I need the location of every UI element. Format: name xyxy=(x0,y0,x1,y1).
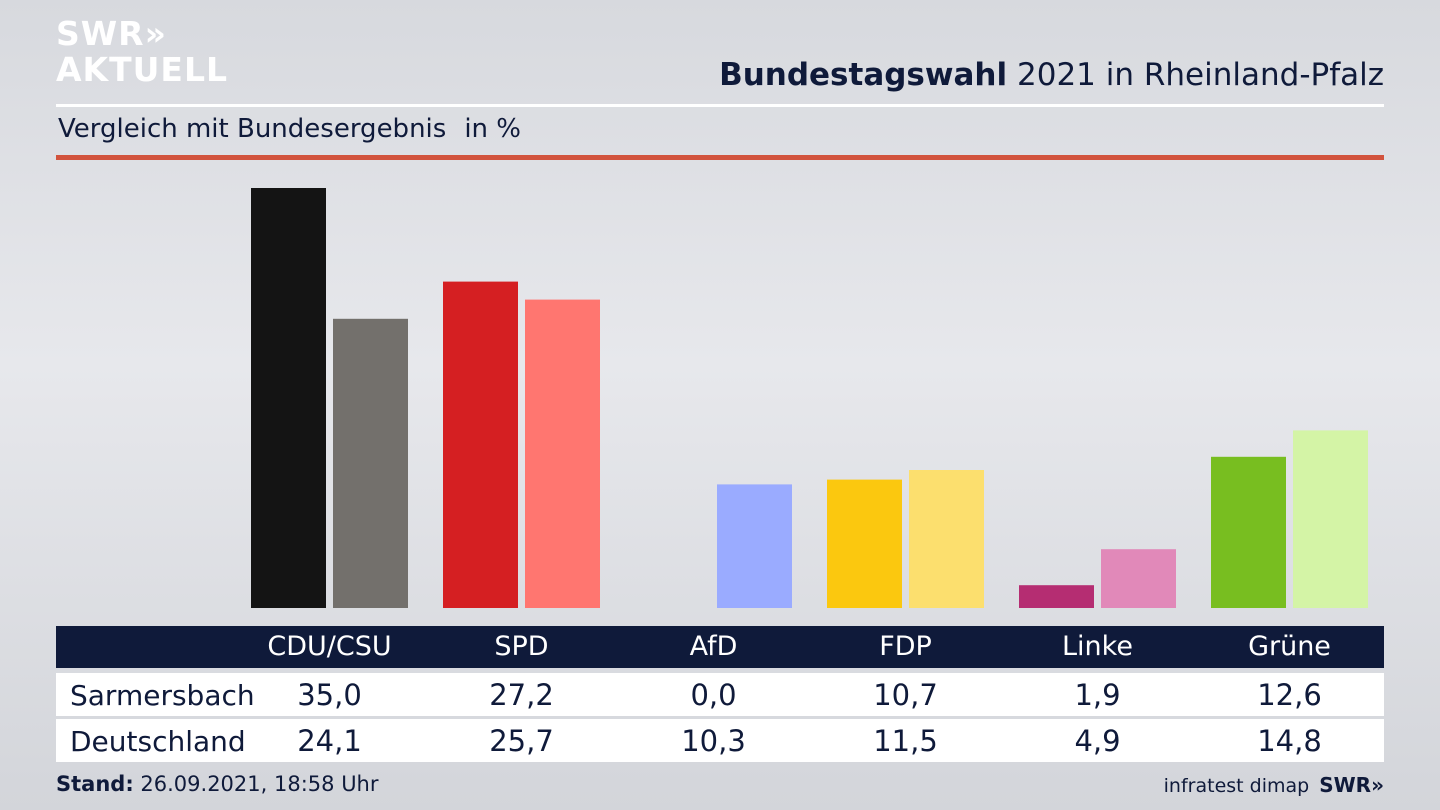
row-label: Deutschland xyxy=(70,725,246,758)
value-afd-sarmersbach: 0,0 xyxy=(690,678,737,712)
bar-gr-ne-deutschland xyxy=(1293,430,1368,608)
value-fdp-sarmersbach: 10,7 xyxy=(873,678,938,712)
value-linke-deutschland: 4,9 xyxy=(1074,724,1121,758)
title-divider xyxy=(56,104,1384,107)
table-row: Sarmersbach 35,0 27,2 0,0 10,7 1,9 12,6 xyxy=(56,673,1384,716)
bar-gr-ne-sarmersbach xyxy=(1211,456,1286,608)
subtitle-text: Vergleich mit Bundesergebnis xyxy=(58,114,447,144)
column-header-cdu-csu: CDU/CSU xyxy=(267,631,392,662)
bar-fdp-sarmersbach xyxy=(827,479,902,608)
results-table: CDU/CSU SPD AfD FDP Linke Grüne Sarmersbach 3… xyxy=(56,626,1384,762)
stand-label: Stand: xyxy=(56,772,134,796)
value-cdu-csu-sarmersbach: 35,0 xyxy=(297,678,362,712)
timestamp: Stand: 26.09.2021, 18:58 Uhr xyxy=(56,772,379,796)
bar-cdu-csu-sarmersbach xyxy=(251,188,326,608)
chart-subtitle: Vergleich mit Bundesergebnis in % xyxy=(58,114,521,144)
value-gr-ne-sarmersbach: 12,6 xyxy=(1257,678,1322,712)
bar-afd-deutschland xyxy=(717,484,792,608)
value-gr-ne-deutschland: 14,8 xyxy=(1257,724,1322,758)
row-label: Sarmersbach xyxy=(70,679,255,712)
column-header-gr-ne: Grüne xyxy=(1248,631,1331,662)
logo-line-2: AKTUELL xyxy=(56,50,229,89)
value-afd-deutschland: 10,3 xyxy=(681,724,746,758)
logo-line-1: SWR» xyxy=(56,14,167,53)
value-cdu-csu-deutschland: 24,1 xyxy=(297,724,362,758)
bar-linke-deutschland xyxy=(1101,549,1176,608)
column-header-afd: AfD xyxy=(689,631,738,662)
bar-linke-sarmersbach xyxy=(1019,585,1094,608)
chart-title: Bundestagswahl 2021 in Rheinland-Pfalz xyxy=(719,57,1384,93)
bar-spd-sarmersbach xyxy=(443,281,518,608)
value-spd-sarmersbach: 27,2 xyxy=(489,678,554,712)
bar-cdu-csu-deutschland xyxy=(333,318,408,608)
swr-brand-logo: SWR» xyxy=(1319,773,1384,797)
subtitle-unit: in % xyxy=(464,114,521,144)
accent-divider xyxy=(56,155,1384,160)
table-header-row: CDU/CSU SPD AfD FDP Linke Grüne xyxy=(56,626,1384,668)
value-fdp-deutschland: 11,5 xyxy=(873,724,938,758)
value-linke-sarmersbach: 1,9 xyxy=(1074,678,1121,712)
column-header-fdp: FDP xyxy=(879,631,932,662)
table-row: Deutschland 24,1 25,7 10,3 11,5 4,9 14,8 xyxy=(56,719,1384,762)
bar-spd-deutschland xyxy=(525,299,600,608)
bar-fdp-deutschland xyxy=(909,470,984,608)
chart-title-bold: Bundestagswahl xyxy=(719,57,1008,93)
column-header-linke: Linke xyxy=(1062,631,1133,662)
swr-aktuell-logo: SWR» AKTUELL xyxy=(56,16,236,90)
stand-value: 26.09.2021, 18:58 Uhr xyxy=(140,772,379,796)
value-spd-deutschland: 25,7 xyxy=(489,724,554,758)
chart-title-rest: 2021 in Rheinland-Pfalz xyxy=(1017,57,1384,93)
source-credit: infratest dimap SWR» xyxy=(1164,773,1384,797)
source-text: infratest dimap xyxy=(1163,775,1310,797)
column-header-spd: SPD xyxy=(494,631,549,662)
